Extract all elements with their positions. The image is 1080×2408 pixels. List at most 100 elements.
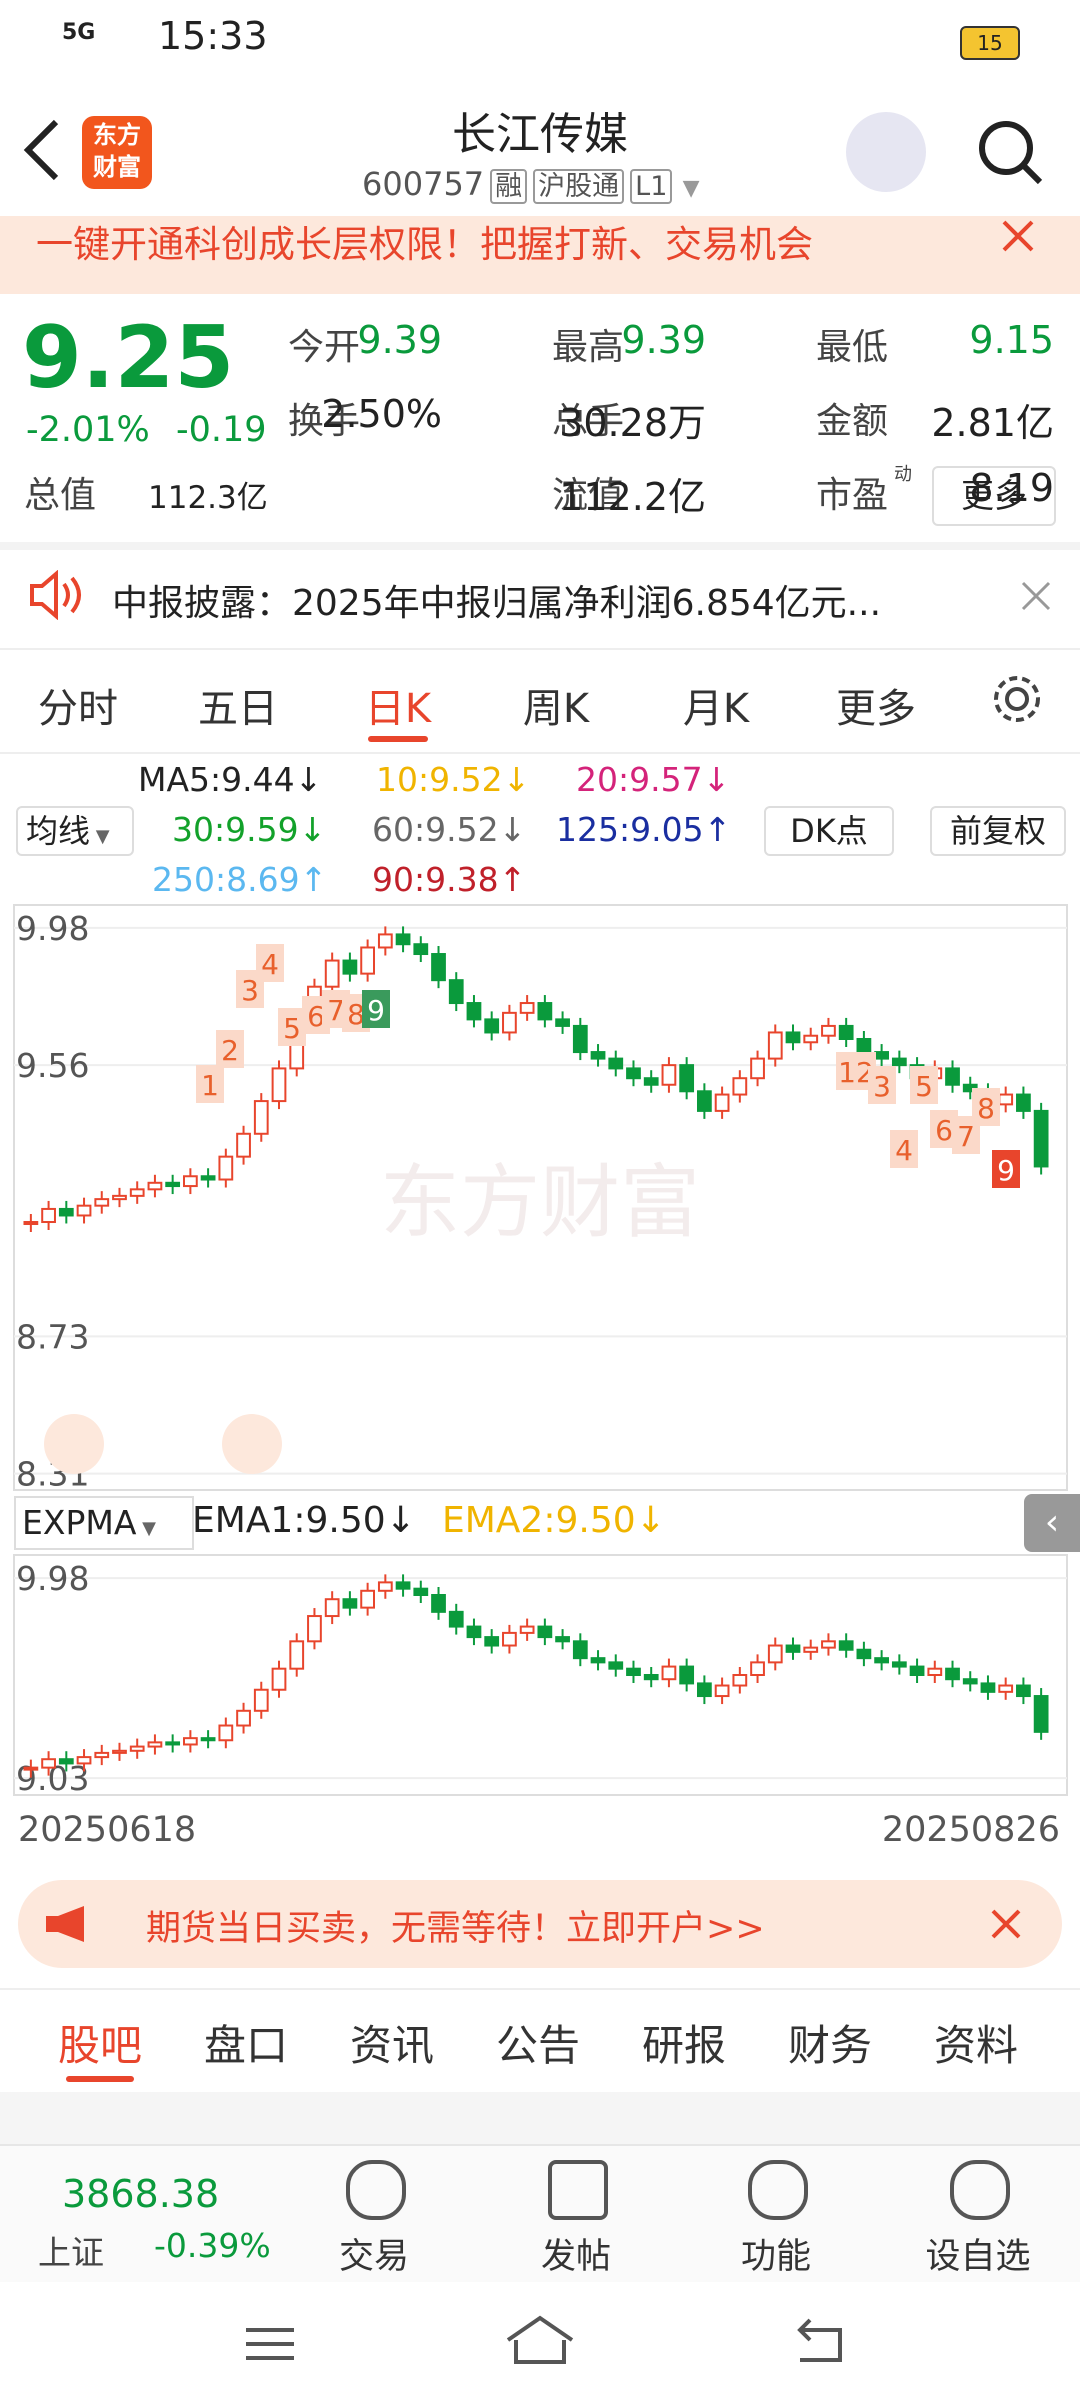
close-ad[interactable] bbox=[990, 1908, 1022, 1940]
candle-body bbox=[555, 1018, 570, 1027]
menu-key[interactable] bbox=[246, 2328, 294, 2360]
candle-body bbox=[94, 1751, 110, 1759]
home-key[interactable] bbox=[506, 2315, 574, 2364]
candle-body bbox=[537, 1002, 553, 1021]
ma-button[interactable]: 均线 ▼ bbox=[16, 806, 134, 856]
index-name: 上证 bbox=[38, 2233, 104, 2272]
y-tick-label: 8.73 bbox=[16, 1317, 89, 1356]
period-tab[interactable]: 日K bbox=[364, 686, 432, 732]
toolbar-label[interactable]: 功能 bbox=[740, 2237, 811, 2277]
candle-body bbox=[112, 1194, 127, 1201]
close-banner[interactable] bbox=[1000, 218, 1036, 254]
field-sup: 动 bbox=[894, 464, 912, 485]
settings-button[interactable] bbox=[990, 672, 1044, 726]
period-tab[interactable]: 周K bbox=[522, 686, 590, 732]
candle-body bbox=[962, 1678, 978, 1685]
bottom-tab[interactable]: 公告 bbox=[495, 2021, 580, 2070]
bottom-tab[interactable]: 股吧 bbox=[57, 2021, 142, 2070]
tag: 融 bbox=[490, 169, 528, 204]
candle-body bbox=[998, 1684, 1014, 1693]
candle-body bbox=[803, 1646, 819, 1653]
field-value: 112.2亿 bbox=[559, 475, 706, 519]
notice-text[interactable]: 中报披露：2025年中报归属净利润6.854亿元... bbox=[112, 583, 882, 624]
close-notice[interactable] bbox=[1020, 580, 1052, 612]
candle-body bbox=[271, 1067, 287, 1103]
field-value: 9.39 bbox=[357, 318, 442, 362]
toolbar bbox=[0, 2144, 1080, 2282]
candle-body bbox=[466, 1625, 482, 1639]
toolbar-label[interactable]: 发帖 bbox=[540, 2237, 611, 2277]
candle-body bbox=[750, 1661, 765, 1677]
toolbar-icon[interactable] bbox=[748, 2160, 808, 2220]
candle-body bbox=[94, 1198, 110, 1207]
candle-body bbox=[182, 1175, 198, 1188]
candle-body bbox=[555, 1636, 570, 1643]
bottom-tab[interactable]: 资讯 bbox=[349, 2021, 434, 2070]
horn-icon bbox=[46, 1906, 84, 1942]
tab-underline bbox=[66, 2076, 134, 2082]
candle-body bbox=[112, 1749, 127, 1754]
period-tab[interactable]: 五日 bbox=[198, 686, 278, 732]
search-button[interactable] bbox=[976, 118, 1046, 188]
divider bbox=[0, 648, 1080, 650]
watermark: 东方财富 bbox=[380, 1156, 700, 1249]
stock-name: 长江传媒 bbox=[452, 109, 628, 160]
indicator: EXPMA bbox=[22, 1503, 137, 1542]
back-button[interactable] bbox=[22, 118, 62, 182]
ema1: EMA1:9.50↓ bbox=[192, 1500, 416, 1541]
collapse-button[interactable]: ‹ bbox=[1024, 1494, 1080, 1552]
candle-body bbox=[998, 1093, 1014, 1106]
bottom-tab[interactable]: 盘口 bbox=[203, 2021, 288, 2070]
candle-body bbox=[58, 1758, 74, 1765]
candle-body bbox=[714, 1093, 730, 1112]
fullscreen-button bbox=[222, 1414, 282, 1474]
candle-body bbox=[643, 1077, 659, 1086]
toolbar-label[interactable]: 设自选 bbox=[925, 2237, 1031, 2277]
dk-marker-box bbox=[278, 1008, 306, 1046]
adjust-button[interactable]: 前复权 bbox=[930, 806, 1066, 856]
assistant-avatar[interactable] bbox=[846, 112, 926, 192]
candle-body bbox=[626, 1667, 641, 1677]
logo-line: 东方 bbox=[93, 121, 141, 149]
candle-body bbox=[891, 1057, 907, 1067]
candle-body bbox=[395, 933, 411, 946]
toolbar-icon[interactable] bbox=[950, 2160, 1010, 2220]
candle-body bbox=[590, 1051, 606, 1060]
candle-body bbox=[909, 1665, 925, 1677]
period-tab[interactable]: 分时 bbox=[38, 686, 118, 732]
bottom-tab[interactable]: 研报 bbox=[641, 2021, 726, 2070]
banner[interactable] bbox=[0, 216, 1080, 294]
candle-body bbox=[714, 1684, 730, 1698]
candle-body bbox=[271, 1667, 287, 1691]
y-tick-label: 9.98 bbox=[16, 1559, 89, 1598]
period-tab[interactable]: 月K bbox=[682, 686, 750, 732]
toolbar-label[interactable]: 交易 bbox=[338, 2237, 409, 2277]
field-label: 流值 bbox=[552, 475, 625, 516]
candle-body bbox=[874, 1657, 890, 1664]
bottom-tab[interactable]: 资料 bbox=[933, 2021, 1018, 2070]
candle-body bbox=[253, 1688, 269, 1712]
candle-body bbox=[945, 1667, 960, 1681]
tab-underline bbox=[368, 736, 428, 742]
indicator-button[interactable]: EXPMA ▼ bbox=[14, 1496, 194, 1550]
toolbar-icon[interactable] bbox=[346, 2160, 406, 2220]
candle-body bbox=[342, 959, 358, 975]
bottom-tab[interactable]: 财务 bbox=[787, 2021, 872, 2070]
candle-body bbox=[661, 1665, 677, 1681]
candle-body bbox=[502, 1011, 517, 1034]
more-button[interactable]: 更多 bbox=[932, 466, 1056, 526]
candle-body bbox=[253, 1100, 269, 1135]
back-key[interactable] bbox=[797, 2318, 842, 2362]
ma-item: 30:9.59↓ bbox=[172, 810, 327, 849]
field-label: 市盈 bbox=[816, 475, 889, 516]
index-value[interactable]: 3868.38 bbox=[62, 2172, 220, 2216]
period-tab[interactable]: 更多 bbox=[836, 686, 916, 732]
dk-marker: 6 bbox=[935, 1114, 953, 1147]
toolbar-icon[interactable] bbox=[548, 2160, 608, 2220]
dk-button[interactable]: DK点 bbox=[764, 806, 894, 856]
logo-line: 财富 bbox=[93, 153, 141, 181]
ad-banner[interactable] bbox=[18, 1880, 1062, 1968]
field-value: 2.50% bbox=[321, 392, 442, 436]
field-label: 总值 bbox=[24, 475, 97, 516]
